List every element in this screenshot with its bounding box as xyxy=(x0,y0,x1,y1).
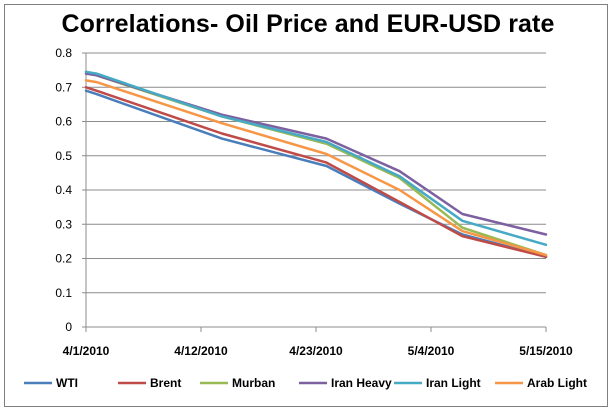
legend-label-iran-light: Iran Light xyxy=(426,376,481,390)
gridlines xyxy=(86,52,546,294)
series-line-iran-light xyxy=(84,70,548,247)
series-line-arab-light xyxy=(84,79,548,257)
y-tick-label: 0.2 xyxy=(55,252,72,266)
y-tick-label: 0.5 xyxy=(55,149,72,163)
series-lines xyxy=(84,70,548,259)
y-tick-label: 0.4 xyxy=(55,183,72,197)
legend-label-arab-light: Arab Light xyxy=(527,376,587,390)
chart-title: Correlations- Oil Price and EUR-USD rate xyxy=(61,10,555,38)
y-tick-label: 0.6 xyxy=(55,115,72,129)
legend: WTI Brent Murban Iran Heavy Iran Light Arab L… xyxy=(24,376,587,390)
y-tick-label: 0.7 xyxy=(55,80,72,94)
legend-label-murban: Murban xyxy=(232,376,275,390)
x-tick-label: 4/12/2010 xyxy=(174,344,228,358)
series-line-brent xyxy=(84,86,548,259)
legend-label-brent: Brent xyxy=(150,376,181,390)
x-tick-label: 5/15/2010 xyxy=(519,344,573,358)
y-tick-label: 0.1 xyxy=(55,286,72,300)
chart-frame xyxy=(4,4,608,407)
legend-label-wti: WTI xyxy=(56,376,78,390)
y-tick-label: 0.8 xyxy=(55,46,72,60)
y-tick-label: 0 xyxy=(65,320,72,334)
x-tick-label: 4/23/2010 xyxy=(289,344,343,358)
legend-label-iran-heavy: Iran Heavy xyxy=(331,376,392,390)
series-line-iran-heavy xyxy=(84,72,548,236)
axes: 0 0.1 0.2 0.3 0.4 0.5 0.6 0.7 0.8 4/1/2010 4/12/20… xyxy=(55,46,573,358)
x-tick-label: 5/4/2010 xyxy=(408,344,455,358)
y-tick-label: 0.3 xyxy=(55,217,72,231)
series-line-wti xyxy=(84,89,548,259)
x-tick-label: 4/1/2010 xyxy=(63,344,110,358)
